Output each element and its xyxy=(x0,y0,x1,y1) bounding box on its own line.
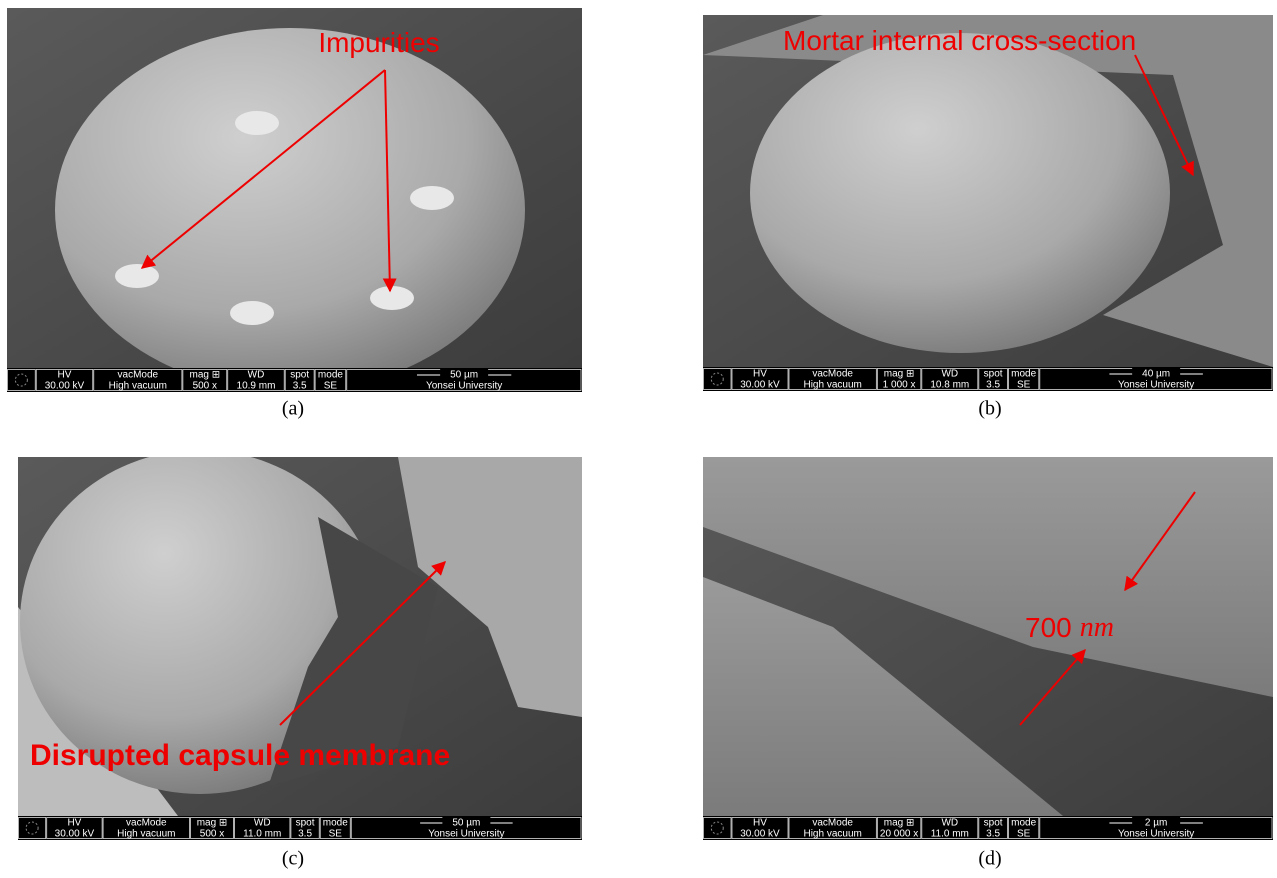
caption: (d) xyxy=(978,848,1001,870)
sem-panel: Mortar internal cross-section HV30.00 kV v… xyxy=(703,15,1273,391)
info-value: 30.00 kV xyxy=(740,380,780,391)
info-label: mag ⊞ xyxy=(884,818,915,829)
scale-label: 50 µm xyxy=(452,818,480,829)
capsule xyxy=(750,33,1170,353)
info-label: spot xyxy=(290,370,309,381)
info-value: 10.8 mm xyxy=(930,380,969,391)
info-label: vacMode xyxy=(126,818,167,829)
annotation: Mortar internal cross-section xyxy=(783,25,1136,56)
info-label: spot xyxy=(296,818,315,829)
info-label: HV xyxy=(58,370,72,381)
sem-panel: Disrupted capsule membrane HV30.00 kV vacM… xyxy=(18,450,582,840)
institution: Yonsei University xyxy=(426,381,502,392)
info-label: mode xyxy=(1011,818,1036,829)
info-label: mode xyxy=(323,818,348,829)
info-label: vacMode xyxy=(812,818,853,829)
info-label: mag ⊞ xyxy=(884,369,915,380)
info-value: 20 000 x xyxy=(880,829,918,840)
info-value: 1 000 x xyxy=(883,380,916,391)
annotation: Disrupted capsule membrane xyxy=(30,739,450,772)
info-label: spot xyxy=(984,818,1003,829)
annotation-text: Disrupted capsule membrane xyxy=(30,739,450,772)
info-label: HV xyxy=(753,818,767,829)
info-label: WD xyxy=(941,369,958,380)
scale-label: 50 µm xyxy=(450,370,478,381)
info-value: SE xyxy=(1017,380,1031,391)
info-value: High vacuum xyxy=(803,829,861,840)
info-value: High vacuum xyxy=(803,380,861,391)
info-label: HV xyxy=(67,818,81,829)
caption: (a) xyxy=(282,398,304,420)
institution: Yonsei University xyxy=(428,829,504,840)
figure: ImpuritiesHV30.00 kVvacModeHigh vacuumma… xyxy=(0,0,1277,878)
annotation: Impurities xyxy=(318,27,439,58)
annotation-text: Impurities xyxy=(318,27,439,58)
annotation-unit: nm xyxy=(1080,612,1114,643)
scale-label: 40 µm xyxy=(1142,369,1170,380)
info-label: WD xyxy=(248,370,265,381)
institution: Yonsei University xyxy=(1118,829,1194,840)
info-value: 30.00 kV xyxy=(45,381,85,392)
annotation-text: Mortar internal cross-section xyxy=(783,25,1136,56)
info-value: 30.00 kV xyxy=(55,829,95,840)
info-value: SE xyxy=(1017,829,1031,840)
info-value: SE xyxy=(324,381,338,392)
info-value: 3.5 xyxy=(298,829,312,840)
institution: Yonsei University xyxy=(1118,380,1194,391)
caption: (c) xyxy=(282,848,304,870)
info-label: WD xyxy=(254,818,271,829)
info-label: spot xyxy=(984,369,1003,380)
impurity xyxy=(115,264,159,288)
info-value: 3.5 xyxy=(293,381,307,392)
info-label: mag ⊞ xyxy=(197,818,228,829)
caption: (b) xyxy=(978,398,1001,420)
impurity xyxy=(410,186,454,210)
info-value: 3.5 xyxy=(986,380,1000,391)
info-label: vacMode xyxy=(118,370,159,381)
info-value: High vacuum xyxy=(117,829,175,840)
info-value: 3.5 xyxy=(986,829,1000,840)
info-label: vacMode xyxy=(812,369,853,380)
micrograph xyxy=(7,8,582,392)
capsule xyxy=(55,28,525,392)
info-label: mode xyxy=(318,370,343,381)
info-value: 500 x xyxy=(193,381,217,392)
info-label: WD xyxy=(941,818,958,829)
impurity xyxy=(235,111,279,135)
micrograph xyxy=(703,15,1273,367)
micrograph xyxy=(703,457,1273,816)
info-label: HV xyxy=(753,369,767,380)
info-value: 30.00 kV xyxy=(740,829,780,840)
impurity xyxy=(230,301,274,325)
scale-label: 2 µm xyxy=(1145,818,1167,829)
info-value: 11.0 mm xyxy=(931,829,969,840)
info-value: 11.0 mm xyxy=(243,829,281,840)
info-label: mag ⊞ xyxy=(189,370,220,381)
impurity xyxy=(370,286,414,310)
info-label: mode xyxy=(1011,369,1036,380)
info-value: SE xyxy=(329,829,343,840)
info-value: High vacuum xyxy=(109,381,167,392)
info-value: 10.9 mm xyxy=(237,381,276,392)
annotation-text: 700 xyxy=(1025,612,1072,643)
annotation: 700 nm xyxy=(1025,612,1114,643)
info-value: 500 x xyxy=(200,829,224,840)
